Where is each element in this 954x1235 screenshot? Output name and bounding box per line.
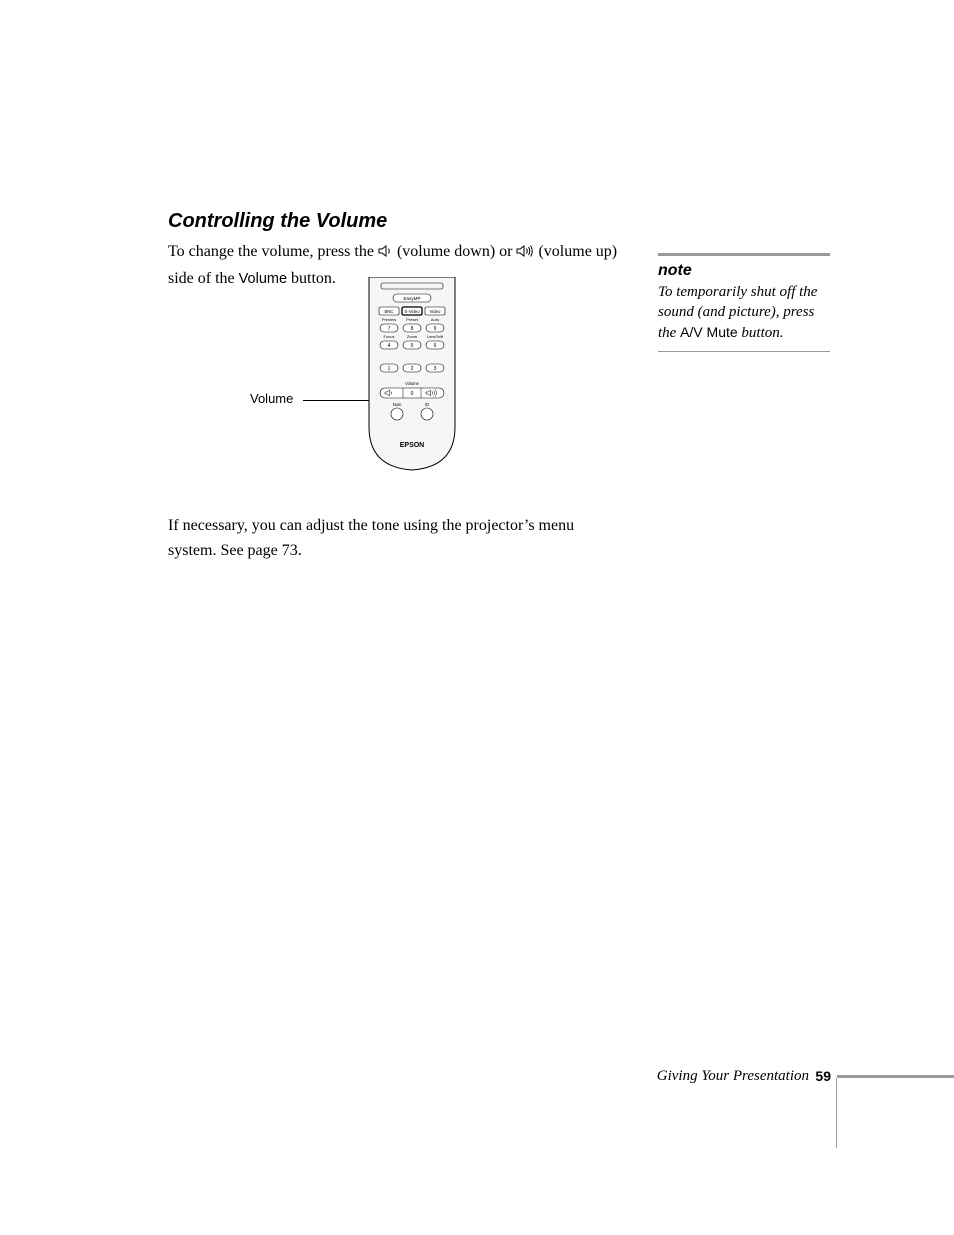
note-text-post: button.	[738, 325, 784, 341]
text-segment: (volume down) or	[397, 243, 517, 260]
note-top-rule	[658, 253, 830, 256]
svg-text:3: 3	[434, 366, 437, 372]
remote-row-456: 4 5 6	[380, 341, 444, 349]
svg-text:8: 8	[411, 326, 414, 332]
svg-text:ID: ID	[425, 402, 429, 407]
av-mute-button-name: A/V Mute	[680, 324, 738, 340]
remote-row-123: 1 2 3	[380, 364, 444, 372]
svg-text:7: 7	[388, 326, 391, 332]
note-sidebar: note To temporarily shut off the sound (…	[658, 253, 830, 352]
page: Controlling the Volume To change the vol…	[0, 0, 954, 1235]
svg-text:9: 9	[434, 326, 437, 332]
svg-text:Num: Num	[393, 402, 402, 407]
remote-control-illustration: EasyMP BNC S-Video Video Preview Preset …	[363, 277, 461, 472]
remote-volume-label: Volume	[405, 381, 420, 386]
easymp-button-label: EasyMP	[403, 296, 420, 301]
footer-chapter-title: Giving Your Presentation	[657, 1068, 809, 1085]
svg-text:Zoom: Zoom	[407, 334, 418, 339]
svg-text:Preset: Preset	[406, 317, 418, 322]
svg-text:Auto: Auto	[431, 317, 440, 322]
svg-text:S-Video: S-Video	[404, 309, 420, 314]
svg-text:4: 4	[388, 343, 391, 349]
section-heading: Controlling the Volume	[168, 210, 387, 233]
footer-decorative-bar	[837, 1075, 954, 1078]
svg-text:Preview: Preview	[382, 317, 396, 322]
footer-decorative-vline	[836, 1078, 837, 1148]
note-body: To temporarily shut off the sound (and p…	[658, 282, 830, 343]
footer-page-number: 59	[815, 1068, 831, 1084]
note-title: note	[658, 262, 830, 280]
remote-num-button	[391, 408, 403, 420]
volume-down-icon	[378, 242, 393, 267]
remote-id-button	[421, 408, 433, 420]
volume-up-icon	[516, 242, 534, 267]
svg-text:0: 0	[411, 391, 414, 397]
text-segment: To change the volume, press the	[168, 243, 378, 260]
remote-diagram: Volume EasyMP BNC S-Video Video Preview …	[168, 275, 618, 475]
svg-text:Focus: Focus	[384, 334, 395, 339]
svg-text:2: 2	[411, 366, 414, 372]
svg-text:1: 1	[388, 366, 391, 372]
svg-text:Video: Video	[430, 309, 442, 314]
remote-row-789: 7 8 9 Focus Zoom LensShift	[380, 324, 444, 339]
svg-text:BNC: BNC	[384, 309, 393, 314]
note-bottom-rule	[658, 351, 830, 352]
remote-volume-rocker: 0	[380, 388, 444, 398]
remote-brand-label: EPSON	[400, 442, 425, 449]
svg-text:LensShift: LensShift	[427, 335, 444, 339]
svg-text:5: 5	[411, 343, 414, 349]
diagram-volume-callout-label: Volume	[250, 391, 293, 406]
paragraph-tone-adjust: If necessary, you can adjust the tone us…	[168, 514, 618, 564]
remote-row-source: BNC S-Video Video Preview Preset Auto	[379, 307, 445, 322]
svg-text:6: 6	[434, 343, 437, 349]
